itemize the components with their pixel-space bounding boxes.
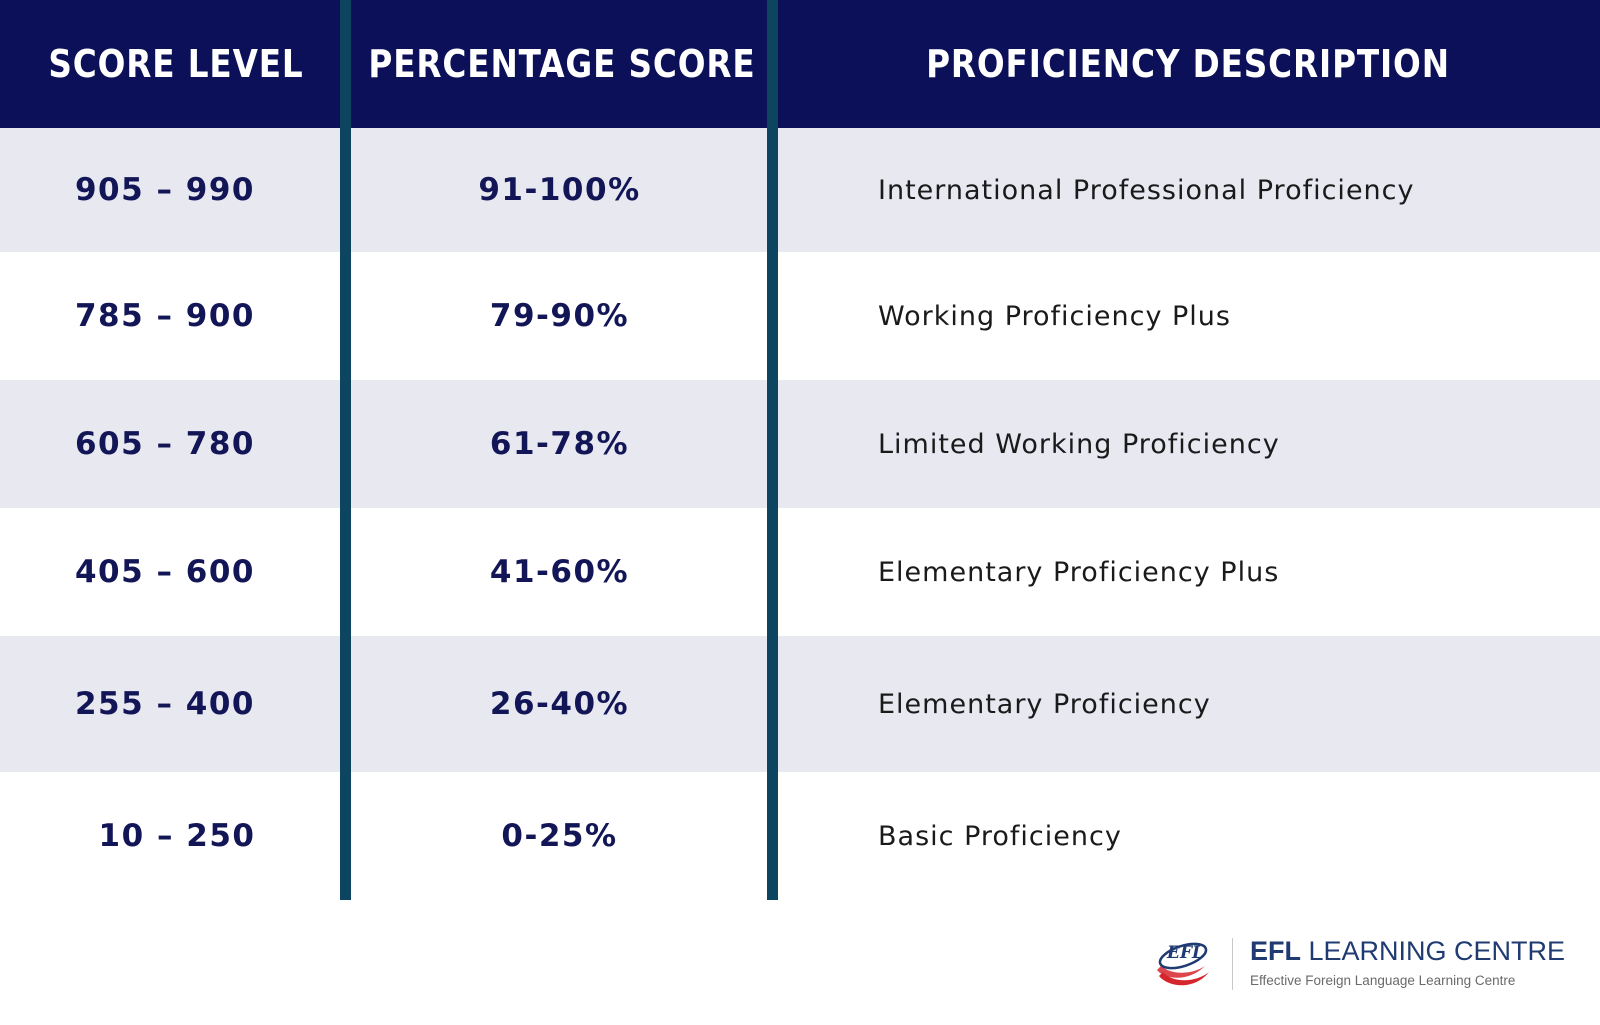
svg-text:EFL: EFL — [1166, 943, 1204, 963]
logo-title: EFL LEARNING CENTRE — [1250, 936, 1565, 967]
proficiency-description-cell: Basic Proficiency — [878, 820, 1122, 852]
score-level-cell: 405 – 600 — [74, 554, 255, 590]
proficiency-description-cell: Elementary Proficiency Plus — [878, 556, 1280, 588]
score-level-cell: 10 – 250 — [98, 818, 256, 854]
header-percentage-score: PERCENTAGE SCORE — [368, 42, 756, 86]
table-row: 405 – 600 41-60% Elementary Proficiency … — [0, 508, 1600, 636]
toeic-score-table: SCORE LEVEL PERCENTAGE SCORE PROFICIENCY… — [0, 0, 1600, 900]
score-level-cell: 255 – 400 — [74, 686, 255, 722]
logo-subtitle: Effective Foreign Language Learning Cent… — [1250, 973, 1516, 988]
header-proficiency-description: PROFICIENCY DESCRIPTION — [926, 42, 1450, 86]
percentage-score-cell: 41-60% — [489, 554, 630, 590]
table-row: 605 – 780 61-78% Limited Working Profici… — [0, 380, 1600, 508]
efl-learning-centre-logo: EFL EFL LEARNING CENTRE Effective Foreig… — [1155, 932, 1565, 996]
logo-separator — [1232, 938, 1233, 990]
score-level-cell: 905 – 990 — [74, 172, 255, 208]
column-divider — [340, 0, 351, 900]
proficiency-description-cell: International Professional Proficiency — [878, 174, 1415, 206]
table-row: 905 – 990 91-100% International Professi… — [0, 128, 1600, 252]
table-row: 785 – 900 79-90% Working Proficiency Plu… — [0, 252, 1600, 380]
percentage-score-cell: 0-25% — [501, 818, 618, 854]
column-divider — [767, 0, 778, 900]
proficiency-description-cell: Elementary Proficiency — [878, 688, 1211, 720]
percentage-score-cell: 61-78% — [489, 426, 630, 462]
efl-logo-icon: EFL — [1157, 942, 1209, 986]
score-level-cell: 785 – 900 — [74, 298, 255, 334]
table-header: SCORE LEVEL PERCENTAGE SCORE PROFICIENCY… — [0, 0, 1600, 128]
logo-title-bold: EFL — [1250, 936, 1301, 966]
percentage-score-cell: 91-100% — [478, 172, 641, 208]
table-row: 10 – 250 0-25% Basic Proficiency — [0, 772, 1600, 900]
logo-title-rest: LEARNING CENTRE — [1301, 936, 1566, 966]
table-row: 255 – 400 26-40% Elementary Proficiency — [0, 636, 1600, 772]
header-score-level: SCORE LEVEL — [48, 42, 304, 86]
score-level-cell: 605 – 780 — [74, 426, 255, 462]
percentage-score-cell: 26-40% — [489, 686, 630, 722]
proficiency-description-cell: Limited Working Proficiency — [878, 428, 1280, 460]
proficiency-description-cell: Working Proficiency Plus — [878, 300, 1231, 332]
percentage-score-cell: 79-90% — [489, 298, 630, 334]
